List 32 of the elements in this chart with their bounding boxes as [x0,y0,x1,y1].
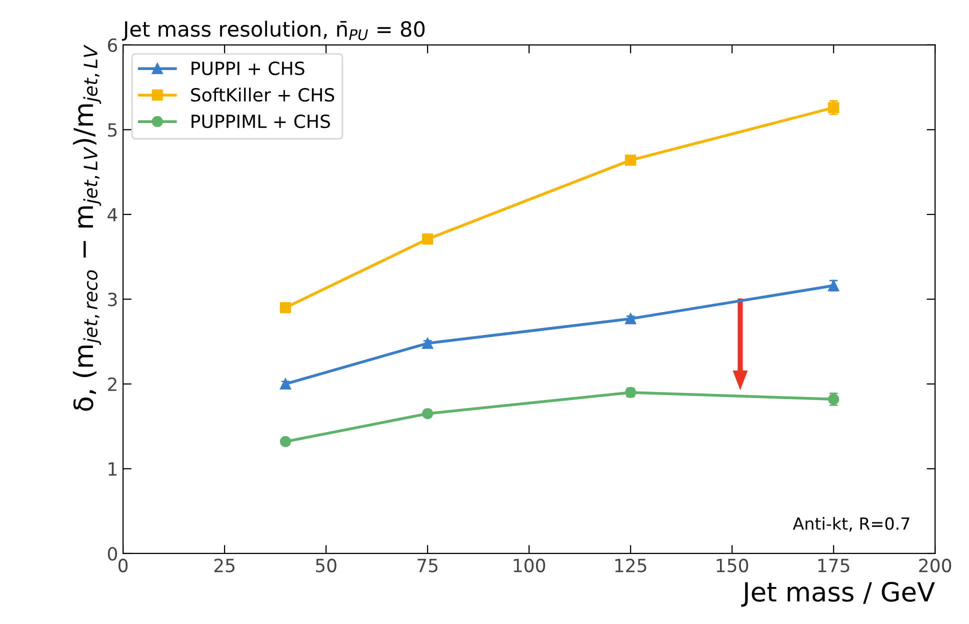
point [280,436,292,448]
y-tick-label: 3 [108,292,117,306]
legend-label: PUPPIML + CHS [192,114,330,128]
point [422,408,434,420]
point [280,378,292,390]
chart-title: Jet mass resolution, n̄$_{PU}$ = 80 [122,20,425,41]
x-tick-label: 75 [418,558,438,572]
point [280,302,292,314]
x-tick-label: 100 [514,558,546,572]
y-tick-label: 1 [108,462,117,476]
y-tick-label: 6 [108,38,118,52]
y-tick-label: 2 [108,377,116,391]
legend-label: PUPPI + CHS [192,61,304,76]
point [422,338,434,349]
point [625,313,636,324]
y-tick-label: 4 [108,208,118,222]
y-axis-title: δ, (m$_{jet,reco}$ − m$_{jet,LV}$)/m$_{jet,LV}$ [72,44,102,411]
x-tick-label: 0 [118,558,128,572]
point [828,102,840,114]
x-tick-label: 25 [214,558,234,572]
x-tick-label: 175 [818,558,850,572]
y-tick-label: 0 [108,546,118,561]
x-tick-label: 200 [919,558,952,572]
x-tick-label: 150 [716,558,748,572]
point [625,154,636,166]
x-tick-label: 50 [316,558,336,572]
x-tick-label: 125 [615,558,646,572]
annotation: Anti-kt, R=0.7 [792,517,910,532]
y-tick-label: 5 [108,123,117,137]
legend-label: SoftKiller + CHS [191,88,334,102]
point [422,233,434,245]
x-axis-title: Jet mass / GeV [741,582,935,607]
